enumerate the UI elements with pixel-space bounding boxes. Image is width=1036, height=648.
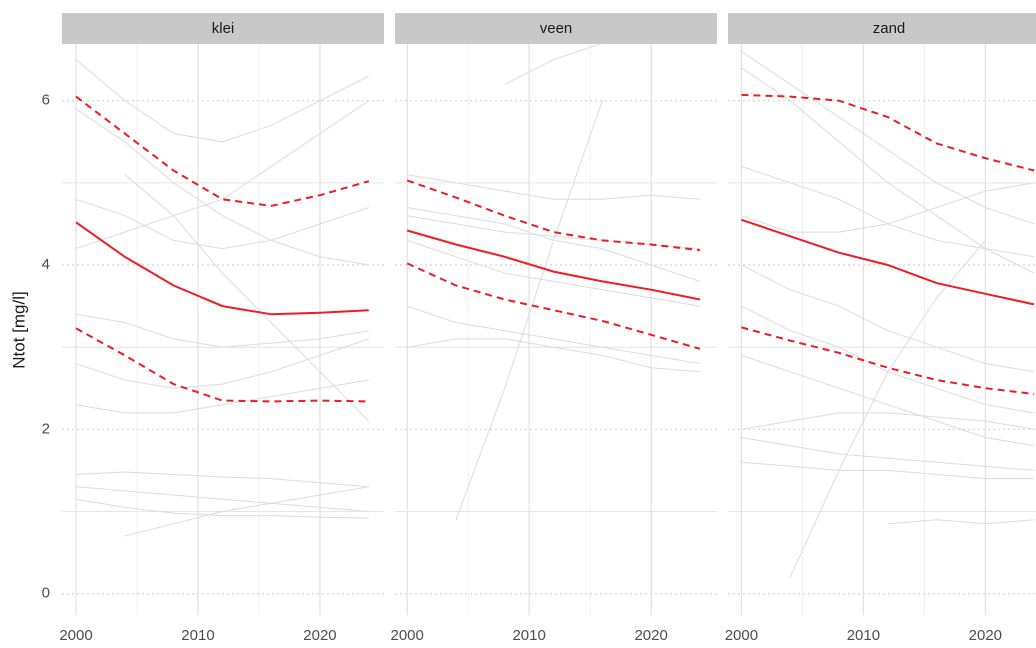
strip-label: zand: [873, 20, 906, 37]
series-line: [741, 461, 1035, 480]
series-line: [741, 437, 1035, 471]
series-line: [407, 239, 700, 307]
y-tick-label: 0: [42, 585, 50, 602]
series-line: [741, 305, 1035, 414]
series-line: [741, 326, 1035, 395]
series-line: [75, 108, 369, 266]
series-line: [741, 218, 1035, 306]
series-line: [75, 100, 370, 250]
y-tick-label: 2: [42, 420, 50, 437]
y-tick-label: 6: [42, 92, 50, 109]
series-line: [75, 379, 369, 414]
x-tick-label: 2020: [634, 627, 667, 644]
x-tick-label: 2010: [181, 627, 214, 644]
series-line: [124, 486, 369, 537]
series-line: [504, 44, 602, 85]
x-tick-label: 2000: [59, 627, 92, 644]
series-line: [75, 221, 369, 316]
strip: [728, 13, 1036, 44]
strip: [395, 13, 717, 44]
series-line: [741, 93, 1035, 172]
x-tick-label: 2020: [303, 627, 336, 644]
series-line: [75, 198, 369, 250]
series-line: [75, 313, 369, 348]
panel: veen: [395, 13, 717, 615]
series-line: [407, 207, 701, 282]
series-line: [741, 354, 1035, 447]
series-line: [741, 67, 1035, 274]
panel: zand: [728, 13, 1036, 615]
y-axis-label: Ntot [mg/l]: [9, 291, 28, 368]
series-line: [741, 412, 1035, 430]
series-line: [75, 486, 369, 512]
series-line: [741, 165, 1035, 258]
series-line: [75, 95, 370, 207]
x-tick-label: 2000: [391, 627, 424, 644]
x-tick-label: 2010: [847, 627, 880, 644]
strip-label: klei: [212, 20, 235, 37]
series-line: [124, 174, 370, 422]
series-line: [455, 100, 603, 520]
panel: klei: [62, 13, 384, 615]
strip: [62, 13, 384, 44]
series-group: [75, 59, 370, 537]
x-tick-label: 2020: [969, 627, 1002, 644]
series-group: [741, 50, 1035, 578]
series-line: [406, 229, 701, 301]
series-line: [75, 327, 369, 403]
series-line: [741, 182, 1035, 233]
series-line: [75, 471, 369, 488]
series-line: [75, 498, 369, 519]
series-line: [741, 264, 1035, 373]
series-line: [789, 240, 986, 578]
series-group: [406, 44, 701, 520]
series-line: [407, 305, 700, 365]
series-line: [406, 262, 701, 350]
series-line: [75, 59, 370, 143]
series-line: [407, 174, 700, 200]
y-tick-label: 4: [42, 256, 50, 273]
series-line: [406, 179, 701, 252]
series-line: [887, 519, 1035, 525]
series-line: [407, 338, 700, 373]
series-line: [75, 338, 369, 389]
strip-label: veen: [540, 20, 573, 37]
x-tick-label: 2010: [512, 627, 545, 644]
x-tick-label: 2000: [725, 627, 758, 644]
series-line: [741, 50, 1035, 225]
